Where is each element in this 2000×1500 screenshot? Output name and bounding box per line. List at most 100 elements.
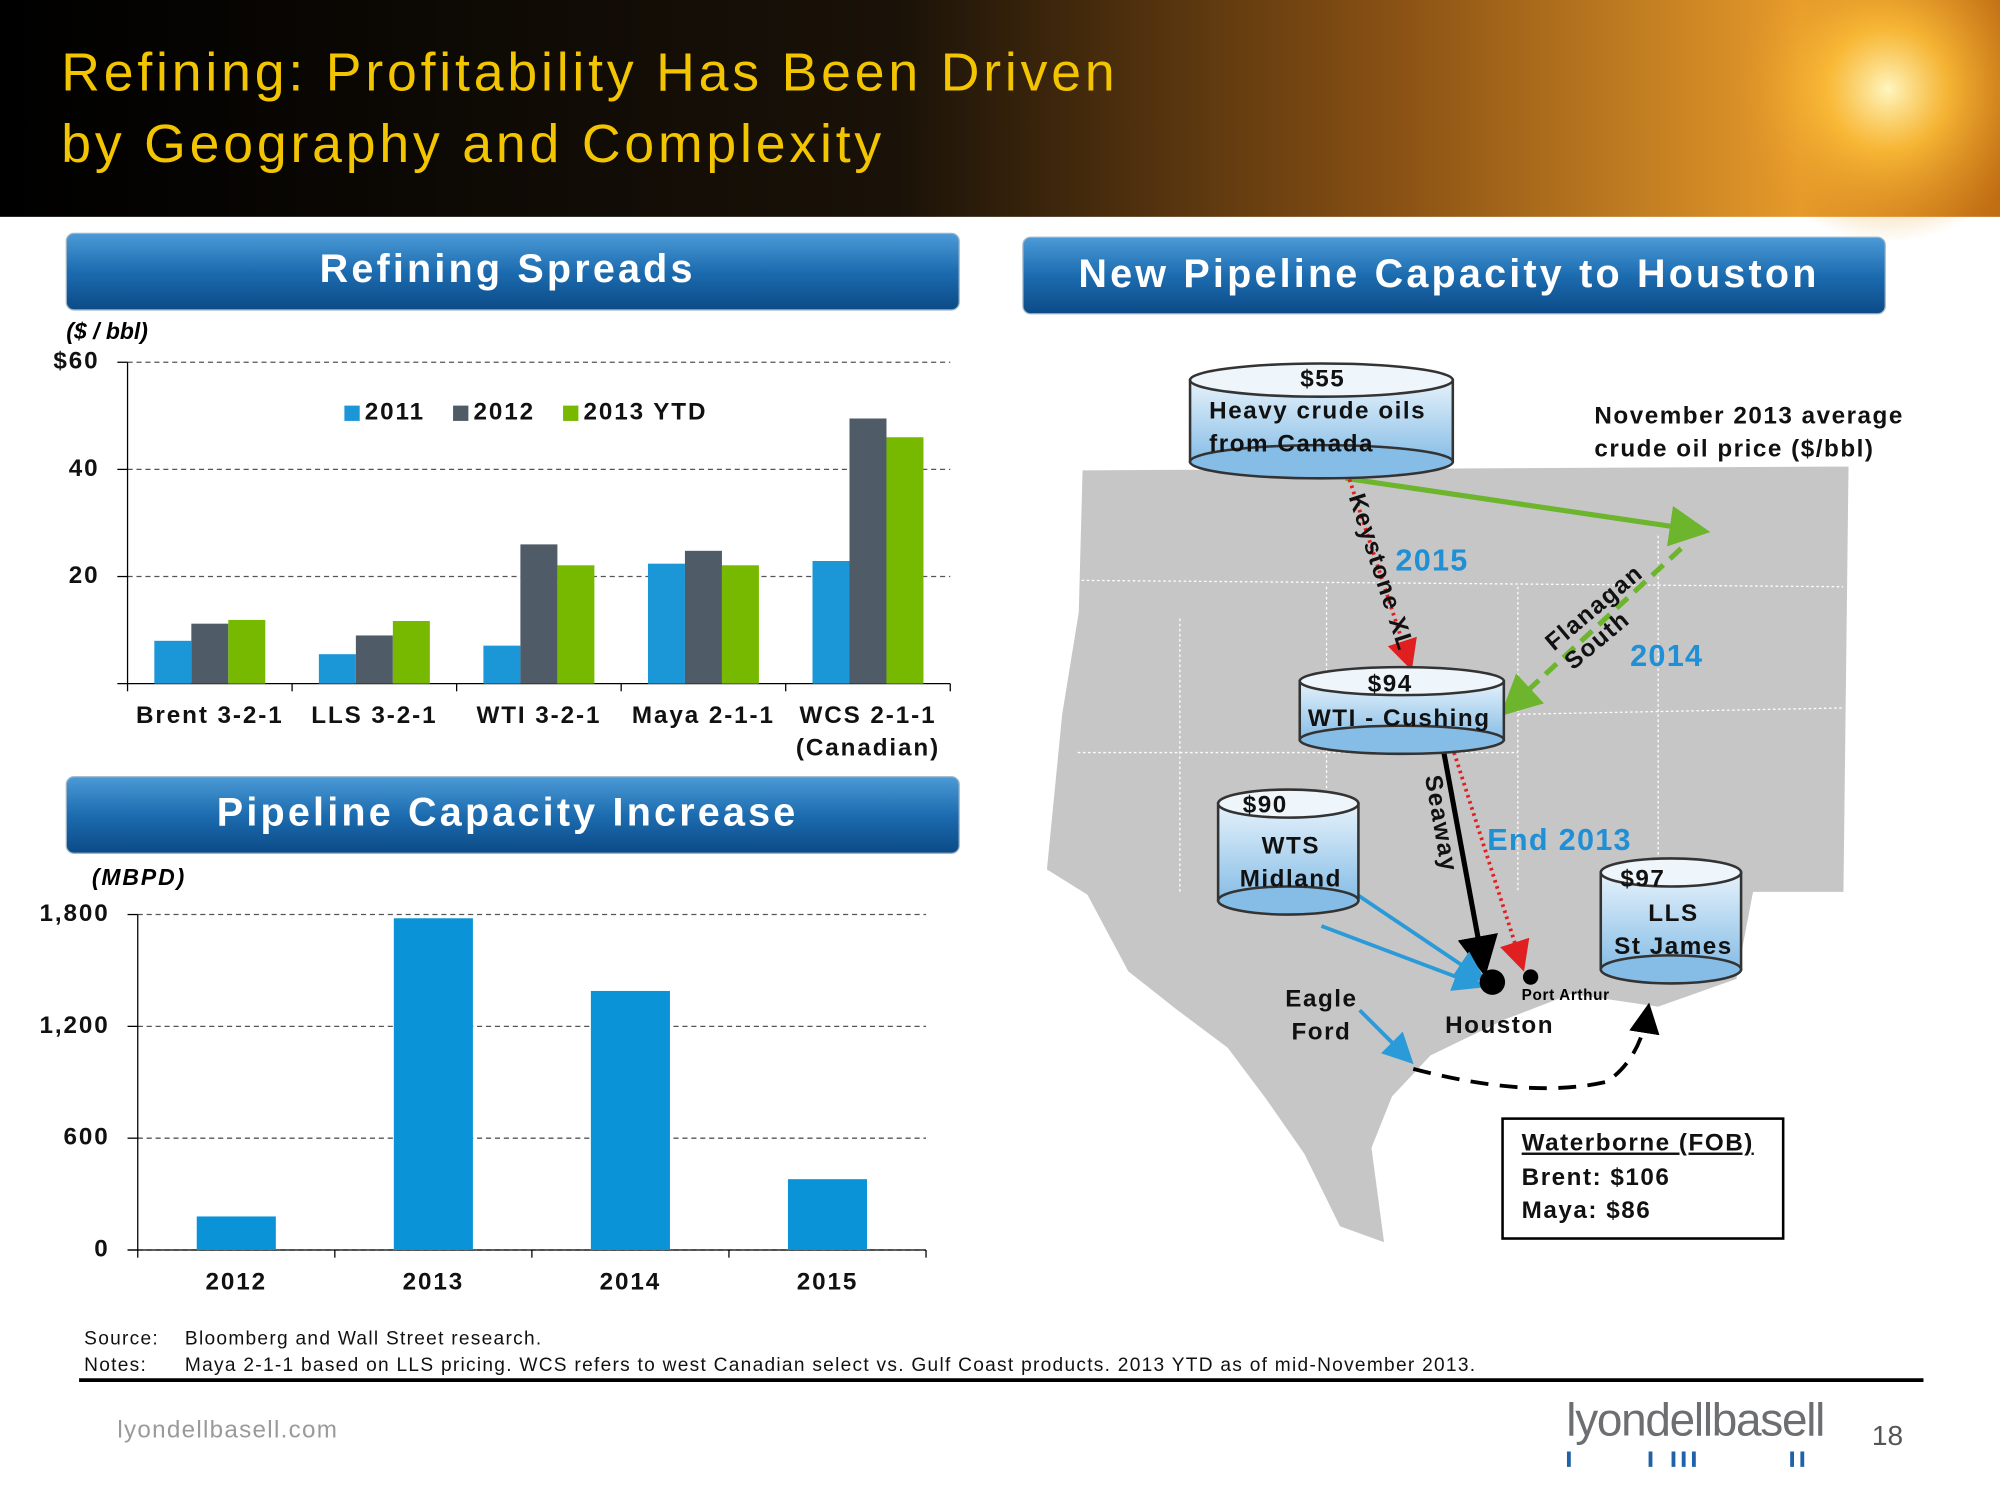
y-tick-label: 20 [69,562,100,589]
source-label: Source: [84,1328,159,1349]
section-header [65,776,960,854]
title: Refining: Profitability Has Been Driven [61,44,1118,103]
waterborne-box [1501,1117,1785,1240]
bar [483,645,521,684]
arrow [1500,546,1683,717]
bar [318,654,356,684]
price: $97 [1620,866,1665,893]
x-tick-label: 2014 [600,1269,662,1296]
bar [191,623,229,684]
website: lyondellbasell.com [117,1417,338,1444]
year: 2014 [1630,639,1703,673]
arrow [1345,475,1711,547]
label: Houston [1445,1012,1554,1039]
year: 2015 [1395,544,1468,578]
bar [787,1179,868,1250]
label: Port Arthur [1522,987,1610,1004]
title: by Geography and Complexity [61,115,885,174]
bar [647,563,685,684]
x-tick-label: 2013 [403,1269,465,1296]
y-tick-label: 0 [94,1235,109,1262]
legend-label: 2013 YTD [583,399,707,426]
label: Eagle [1285,985,1357,1012]
bar [849,418,887,684]
legend-label: 2011 [365,399,425,426]
x-tick-label: WCS 2-1-1 (Canadian) [796,702,940,762]
bar [590,990,670,1250]
bar [393,918,473,1250]
notes-label: Notes: [84,1355,147,1376]
source: Bloomberg and Wall Street research. [185,1328,543,1349]
section-title: Pipeline Capacity Increase [217,790,799,834]
page-number: 18 [1872,1420,1903,1451]
label: LLS [1648,900,1698,927]
legend-swatch [344,405,360,421]
price: $94 [1368,670,1413,697]
logo: lyondellbasell [1566,1394,1824,1446]
section-header [65,232,960,311]
legend-label: 2012 [473,399,535,426]
bar [812,560,850,684]
price: $90 [1243,792,1288,819]
label: Waterborne (FOB) [1522,1130,1754,1157]
arrow [1320,924,1485,991]
notes: Maya 2-1-1 based on LLS pricing. WCS ref… [185,1355,1476,1376]
x-tick-label: WTI 3-2-1 [476,702,601,729]
section-header [1022,236,1886,315]
label: St James [1614,933,1733,960]
x-tick-label: 2012 [206,1269,268,1296]
section-title: Refining Spreads [320,247,696,291]
bar [520,544,558,684]
cylinder [1216,788,1360,916]
y-tick-label: 40 [69,455,100,482]
y-tick-label: $60 [53,348,99,375]
logo-bars [1566,1451,1805,1467]
bar [721,565,759,684]
houston-dot [1479,969,1506,995]
y-tick-label: 1,200 [40,1012,110,1039]
section-title: New Pipeline Capacity to Houston [1078,252,1819,296]
year: End 2013 [1487,823,1632,857]
arrow [1441,752,1498,977]
y-tick-label: 600 [64,1124,110,1151]
label: from Canada [1209,431,1374,458]
bar [154,640,192,684]
y-axis-label: ($ / bbl) [66,318,148,344]
bar [886,437,924,684]
cylinder [1188,362,1455,480]
label: Ford [1291,1019,1351,1046]
note: crude oil price ($/bbl) [1594,436,1874,463]
cylinder [1599,857,1743,985]
x-tick-label: 2015 [797,1269,859,1296]
arrow [1412,1002,1660,1091]
arrow [1347,478,1417,671]
bar [557,565,595,684]
note: November 2013 average [1594,402,1904,429]
map [1044,362,1851,1246]
label: Midland [1240,866,1342,893]
label: Maya: $86 [1522,1197,1652,1224]
label: Heavy crude oils [1209,397,1426,424]
cylinder [1298,665,1506,756]
y-axis-label: (MBPD) [92,864,186,890]
label: Brent: $106 [1522,1164,1671,1191]
arrow [1358,1008,1414,1065]
y-tick-label: 1,800 [40,900,110,927]
port-arthur-dot [1522,969,1539,985]
header-glow [1734,0,2000,243]
bar [228,619,266,684]
bar [684,550,722,684]
arrow [1338,881,1486,982]
x-tick-label: Brent 3-2-1 [136,702,284,729]
label: WTS [1262,832,1320,859]
price: $55 [1300,366,1345,393]
x-tick-label: LLS 3-2-1 [311,702,437,729]
x-tick-label: Maya 2-1-1 [632,702,775,729]
header-bg [0,0,2000,217]
bar [392,620,430,684]
bar [355,635,393,684]
us-map [1044,464,1851,1246]
label: WTI - Cushing [1308,705,1491,732]
